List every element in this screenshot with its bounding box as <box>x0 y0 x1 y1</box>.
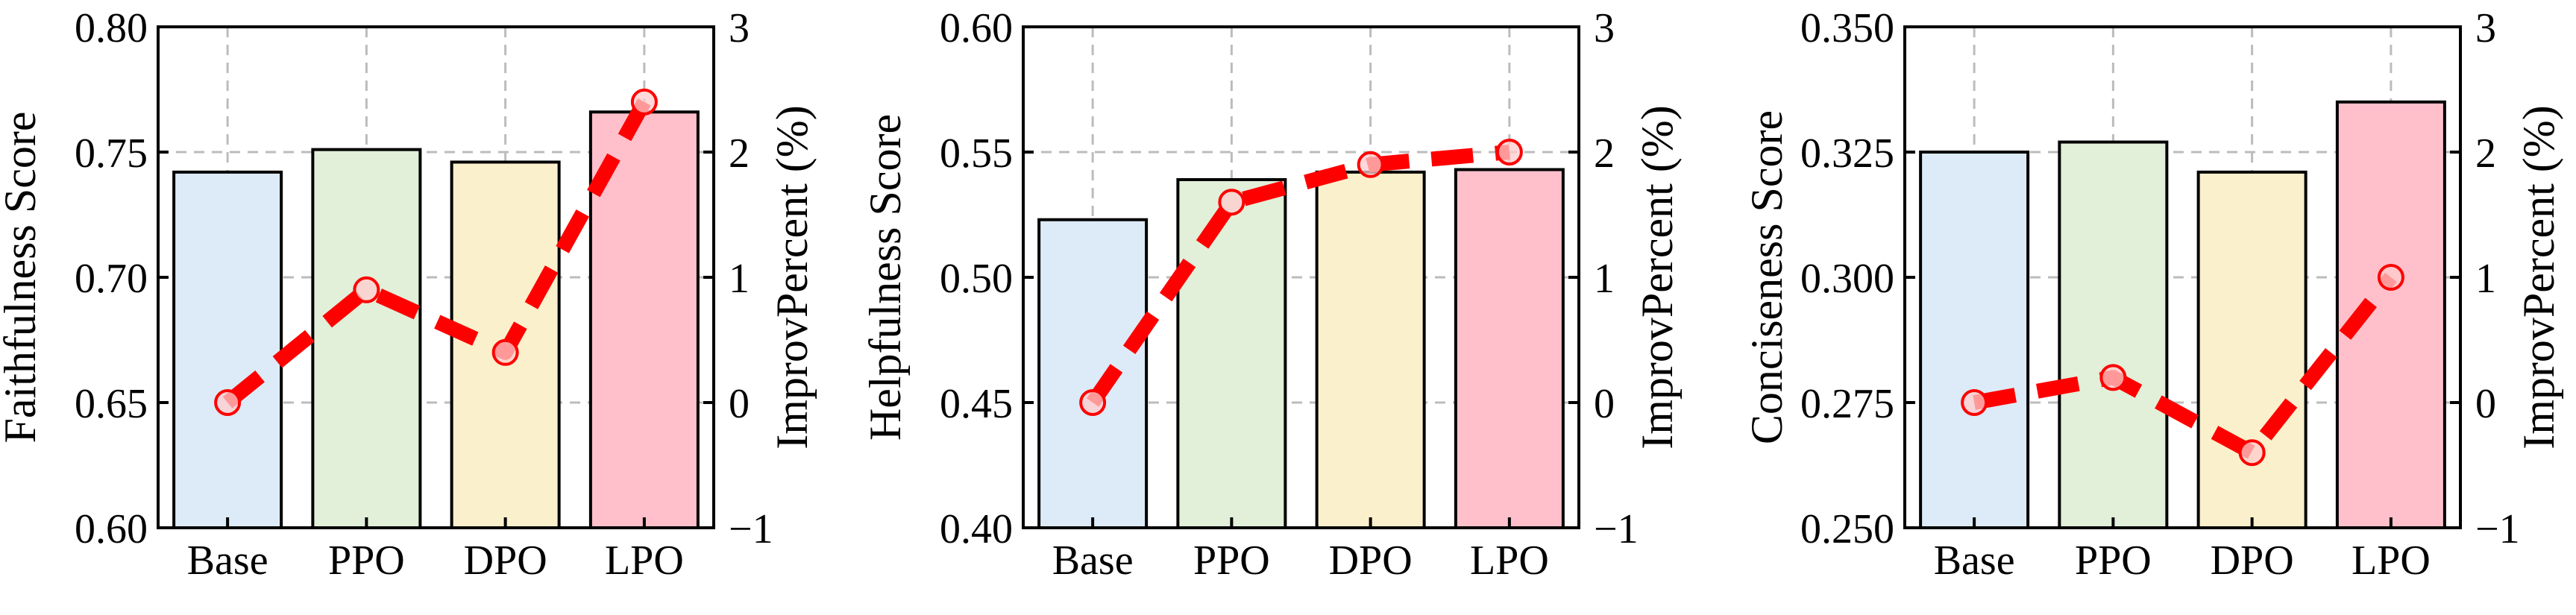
left-tick-label: 0.300 <box>1800 256 1894 302</box>
right-axis: −1 0 1 2 3 <box>2450 5 2520 552</box>
chart-panel-3: 0.250 0.275 0.300 0.325 0.350 −1 0 1 2 3 Base PPO DP… <box>1742 5 2563 584</box>
improvement-line <box>1973 272 2397 461</box>
x-axis: Base PPO DPO LPO <box>187 517 684 584</box>
right-axis-title: ImprovPercent (%) <box>2514 105 2563 449</box>
left-tick-label: 0.250 <box>1800 506 1894 552</box>
right-tick-label: 3 <box>729 5 750 51</box>
bars <box>172 110 700 530</box>
x-tick-label: DPO <box>1329 537 1413 584</box>
chart-panel-1: 0.60 0.65 0.70 0.75 0.80 −1 0 1 2 3 Base PPO DPO LPO F… <box>0 5 817 584</box>
x-axis: Base PPO DPO LPO <box>1934 517 2431 584</box>
right-tick-label: 1 <box>1594 256 1615 302</box>
x-tick-label: DPO <box>2211 537 2294 584</box>
x-tick-label: PPO <box>2075 537 2152 584</box>
left-axis-title: Helpfulness Score <box>861 114 910 441</box>
improvement-markers <box>214 88 658 416</box>
bar-lpo <box>1454 168 1565 530</box>
left-tick-label: 0.55 <box>940 130 1013 177</box>
improvement-marker-lpo <box>1495 139 1523 165</box>
x-axis: Base PPO DPO LPO <box>1052 517 1549 584</box>
right-tick-label: 2 <box>1594 130 1615 177</box>
x-tick-label: PPO <box>328 537 405 584</box>
right-axis: −1 0 1 2 3 <box>703 5 773 552</box>
left-tick-label: 0.50 <box>940 256 1013 302</box>
right-tick-label: 1 <box>729 256 750 302</box>
left-tick-label: 0.325 <box>1800 130 1894 177</box>
bar-lpo <box>588 110 700 530</box>
right-tick-label: 2 <box>2475 130 2496 177</box>
x-tick-label: LPO <box>605 537 684 584</box>
improvement-marker-dpo <box>2238 439 2266 467</box>
bar-ppo <box>2058 140 2169 529</box>
improvement-line <box>1086 145 1510 407</box>
right-tick-label: 0 <box>729 381 750 427</box>
x-tick-label: LPO <box>1470 537 1549 584</box>
bar-ppo <box>1176 177 1287 530</box>
improvement-marker-base <box>214 389 242 416</box>
x-tick-label: Base <box>187 537 268 584</box>
right-tick-label: −1 <box>2475 506 2520 552</box>
right-tick-label: 3 <box>2475 5 2496 51</box>
right-tick-label: 3 <box>1594 5 1615 51</box>
x-tick-label: Base <box>1934 537 2015 584</box>
right-tick-label: 0 <box>2475 381 2496 427</box>
left-tick-label: 0.65 <box>75 381 148 427</box>
left-axis-title: Faithfulness Score <box>0 112 45 444</box>
left-tick-label: 0.60 <box>940 5 1013 51</box>
left-tick-label: 0.60 <box>75 506 148 552</box>
bar-base <box>172 170 283 529</box>
right-tick-label: 0 <box>1594 381 1615 427</box>
improvement-line <box>222 98 651 409</box>
x-tick-label: LPO <box>2352 537 2431 584</box>
x-tick-label: DPO <box>464 537 547 584</box>
improvement-marker-lpo <box>2377 264 2404 291</box>
chart-panel-2: 0.40 0.45 0.50 0.55 0.60 −1 0 1 2 3 Base PPO DPO LPO H… <box>861 5 1682 584</box>
left-tick-label: 0.350 <box>1800 5 1894 51</box>
left-tick-label: 0.70 <box>75 256 148 302</box>
bar-base <box>1919 151 2030 529</box>
right-axis: −1 0 1 2 3 <box>1568 5 1639 552</box>
improvement-marker-base <box>1961 389 1988 416</box>
right-tick-label: −1 <box>729 506 773 552</box>
right-tick-label: 2 <box>729 130 750 177</box>
improvement-marker-ppo <box>2099 364 2127 391</box>
left-tick-label: 0.80 <box>75 5 148 51</box>
bar-dpo <box>2196 170 2308 529</box>
right-tick-label: −1 <box>1594 506 1639 552</box>
left-tick-label: 0.45 <box>940 381 1013 427</box>
left-tick-label: 0.40 <box>940 506 1013 552</box>
bar-dpo <box>1315 170 1426 529</box>
left-axis: 0.40 0.45 0.50 0.55 0.60 <box>940 5 1034 552</box>
x-tick-label: PPO <box>1193 537 1270 584</box>
improvement-markers <box>1961 264 2404 467</box>
right-axis-title: ImprovPercent (%) <box>767 105 817 449</box>
right-tick-label: 1 <box>2475 256 2496 302</box>
left-tick-label: 0.75 <box>75 130 148 177</box>
bar-base <box>1037 218 1149 529</box>
bars <box>1037 168 1565 530</box>
x-tick-label: Base <box>1052 537 1134 584</box>
improvement-marker-dpo <box>1357 151 1384 178</box>
bar-ppo <box>311 148 422 529</box>
improvement-marker-lpo <box>630 88 658 116</box>
improvement-marker-ppo <box>1218 189 1245 216</box>
left-tick-label: 0.275 <box>1800 381 1894 427</box>
improvement-markers <box>1079 139 1523 416</box>
left-axis: 0.60 0.65 0.70 0.75 0.80 <box>75 5 169 552</box>
improvement-marker-ppo <box>353 276 380 303</box>
improvement-marker-base <box>1079 389 1107 416</box>
left-axis: 0.250 0.275 0.300 0.325 0.350 <box>1800 5 1915 552</box>
left-axis-title: Conciseness Score <box>1742 110 1791 444</box>
improvement-marker-dpo <box>491 338 519 366</box>
right-axis-title: ImprovPercent (%) <box>1633 105 1682 449</box>
